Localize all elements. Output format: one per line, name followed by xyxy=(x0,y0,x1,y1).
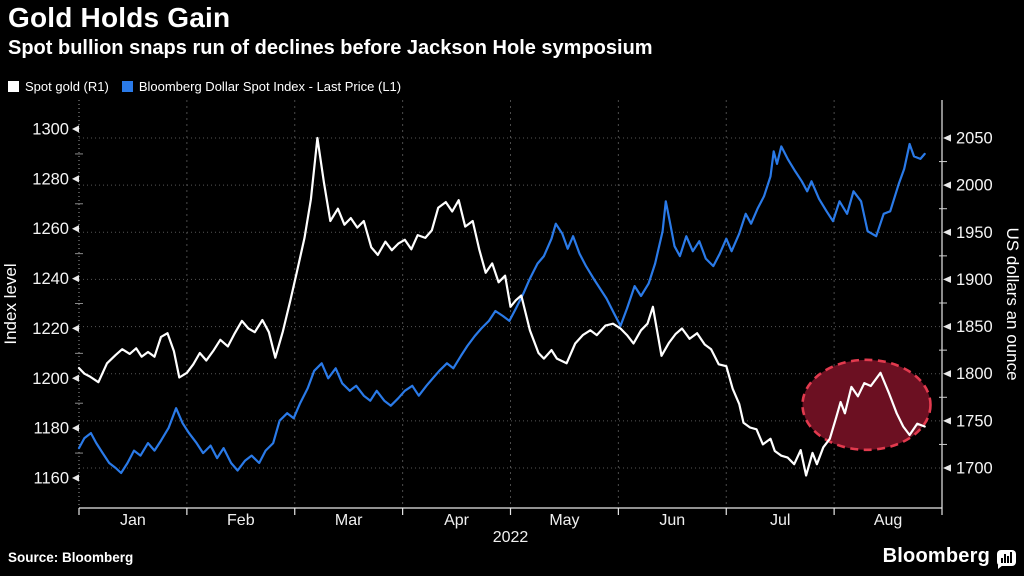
left-tick-label: 1240 xyxy=(32,270,69,288)
tick-arrow-icon xyxy=(943,370,951,378)
left-tick-label: 1220 xyxy=(32,320,69,338)
tick-arrow-icon xyxy=(72,225,79,233)
month-tick-label: Feb xyxy=(227,512,255,529)
tick-arrow-icon xyxy=(72,374,79,382)
month-tick-label: Apr xyxy=(444,512,470,529)
month-tick-label: Jun xyxy=(659,512,685,529)
left-tick-label: 1160 xyxy=(34,470,69,488)
tick-arrow-icon xyxy=(72,274,79,283)
right-tick-label: 1950 xyxy=(956,224,993,242)
left-tick-label: 1300 xyxy=(32,121,69,139)
left-tick-label: 1280 xyxy=(32,170,69,188)
tick-arrow-icon xyxy=(72,424,79,432)
legend-item-spot-gold: Spot gold (R1) xyxy=(8,79,109,94)
left-axis-title: Index level xyxy=(1,263,20,344)
month-tick-label: Mar xyxy=(335,512,363,529)
right-tick-label: 1850 xyxy=(956,318,993,336)
left-axis-ticks: 1160 1180 1200 1220 1240 1260 1280 1300 xyxy=(32,121,83,488)
series-line-dollar-index xyxy=(77,142,926,475)
right-tick-label: 1700 xyxy=(956,460,993,478)
month-tick-label: May xyxy=(549,512,579,529)
spot-gold-swatch-icon xyxy=(8,81,19,92)
tick-arrow-icon xyxy=(72,474,79,482)
month-tick-label: Jan xyxy=(120,512,146,529)
tick-arrow-icon xyxy=(943,134,951,142)
tick-arrow-icon xyxy=(943,181,951,189)
right-tick-label: 1750 xyxy=(956,412,993,430)
x-axis-labels: Jan Feb Mar Apr May Jun Jul Aug 2022 xyxy=(120,512,902,546)
chart-title: Gold Holds Gain xyxy=(8,2,231,33)
right-axis-ticks: 1700 1750 1800 1850 1900 1950 2000 2050 xyxy=(939,130,993,478)
left-tick-label: 1260 xyxy=(32,220,69,238)
series-line-spot-gold xyxy=(77,136,926,477)
right-tick-label: 2050 xyxy=(956,130,993,148)
right-tick-label: 2000 xyxy=(956,177,993,195)
chart-subtitle: Spot bullion snaps run of declines befor… xyxy=(8,37,653,59)
right-tick-label: 1900 xyxy=(956,271,993,289)
legend: Spot gold (R1) Bloomberg Dollar Spot Ind… xyxy=(8,79,401,94)
tick-arrow-icon xyxy=(72,125,79,133)
left-tick-label: 1200 xyxy=(32,370,69,388)
year-label: 2022 xyxy=(493,529,529,546)
right-tick-label: 1800 xyxy=(956,365,993,383)
tick-arrow-icon xyxy=(943,275,951,284)
tick-arrow-icon xyxy=(943,322,951,331)
dollar-index-swatch-icon xyxy=(121,81,133,92)
source-note: Source: Bloomberg xyxy=(8,550,134,565)
bloomberg-logo: Bloomberg xyxy=(882,545,1016,569)
tick-arrow-icon xyxy=(72,324,79,333)
legend-item-dollar-index: Bloomberg Dollar Spot Index - Last Price… xyxy=(121,79,402,94)
bloomberg-wordmark: Bloomberg xyxy=(882,545,990,567)
left-tick-label: 1180 xyxy=(34,420,69,438)
month-tick-label: Jul xyxy=(770,512,790,529)
bloomberg-chart-bubble-icon xyxy=(997,550,1016,569)
tick-arrow-icon xyxy=(943,464,951,472)
highlight-ellipse-annotation xyxy=(801,358,932,452)
legend-label: Spot gold (R1) xyxy=(25,79,109,94)
tick-arrow-icon xyxy=(943,417,951,425)
right-axis-title: US dollars an ounce xyxy=(1003,227,1022,380)
tick-arrow-icon xyxy=(943,228,951,236)
tick-arrow-icon xyxy=(72,175,79,183)
legend-label: Bloomberg Dollar Spot Index - Last Price… xyxy=(138,79,402,94)
month-tick-label: Aug xyxy=(874,512,902,529)
